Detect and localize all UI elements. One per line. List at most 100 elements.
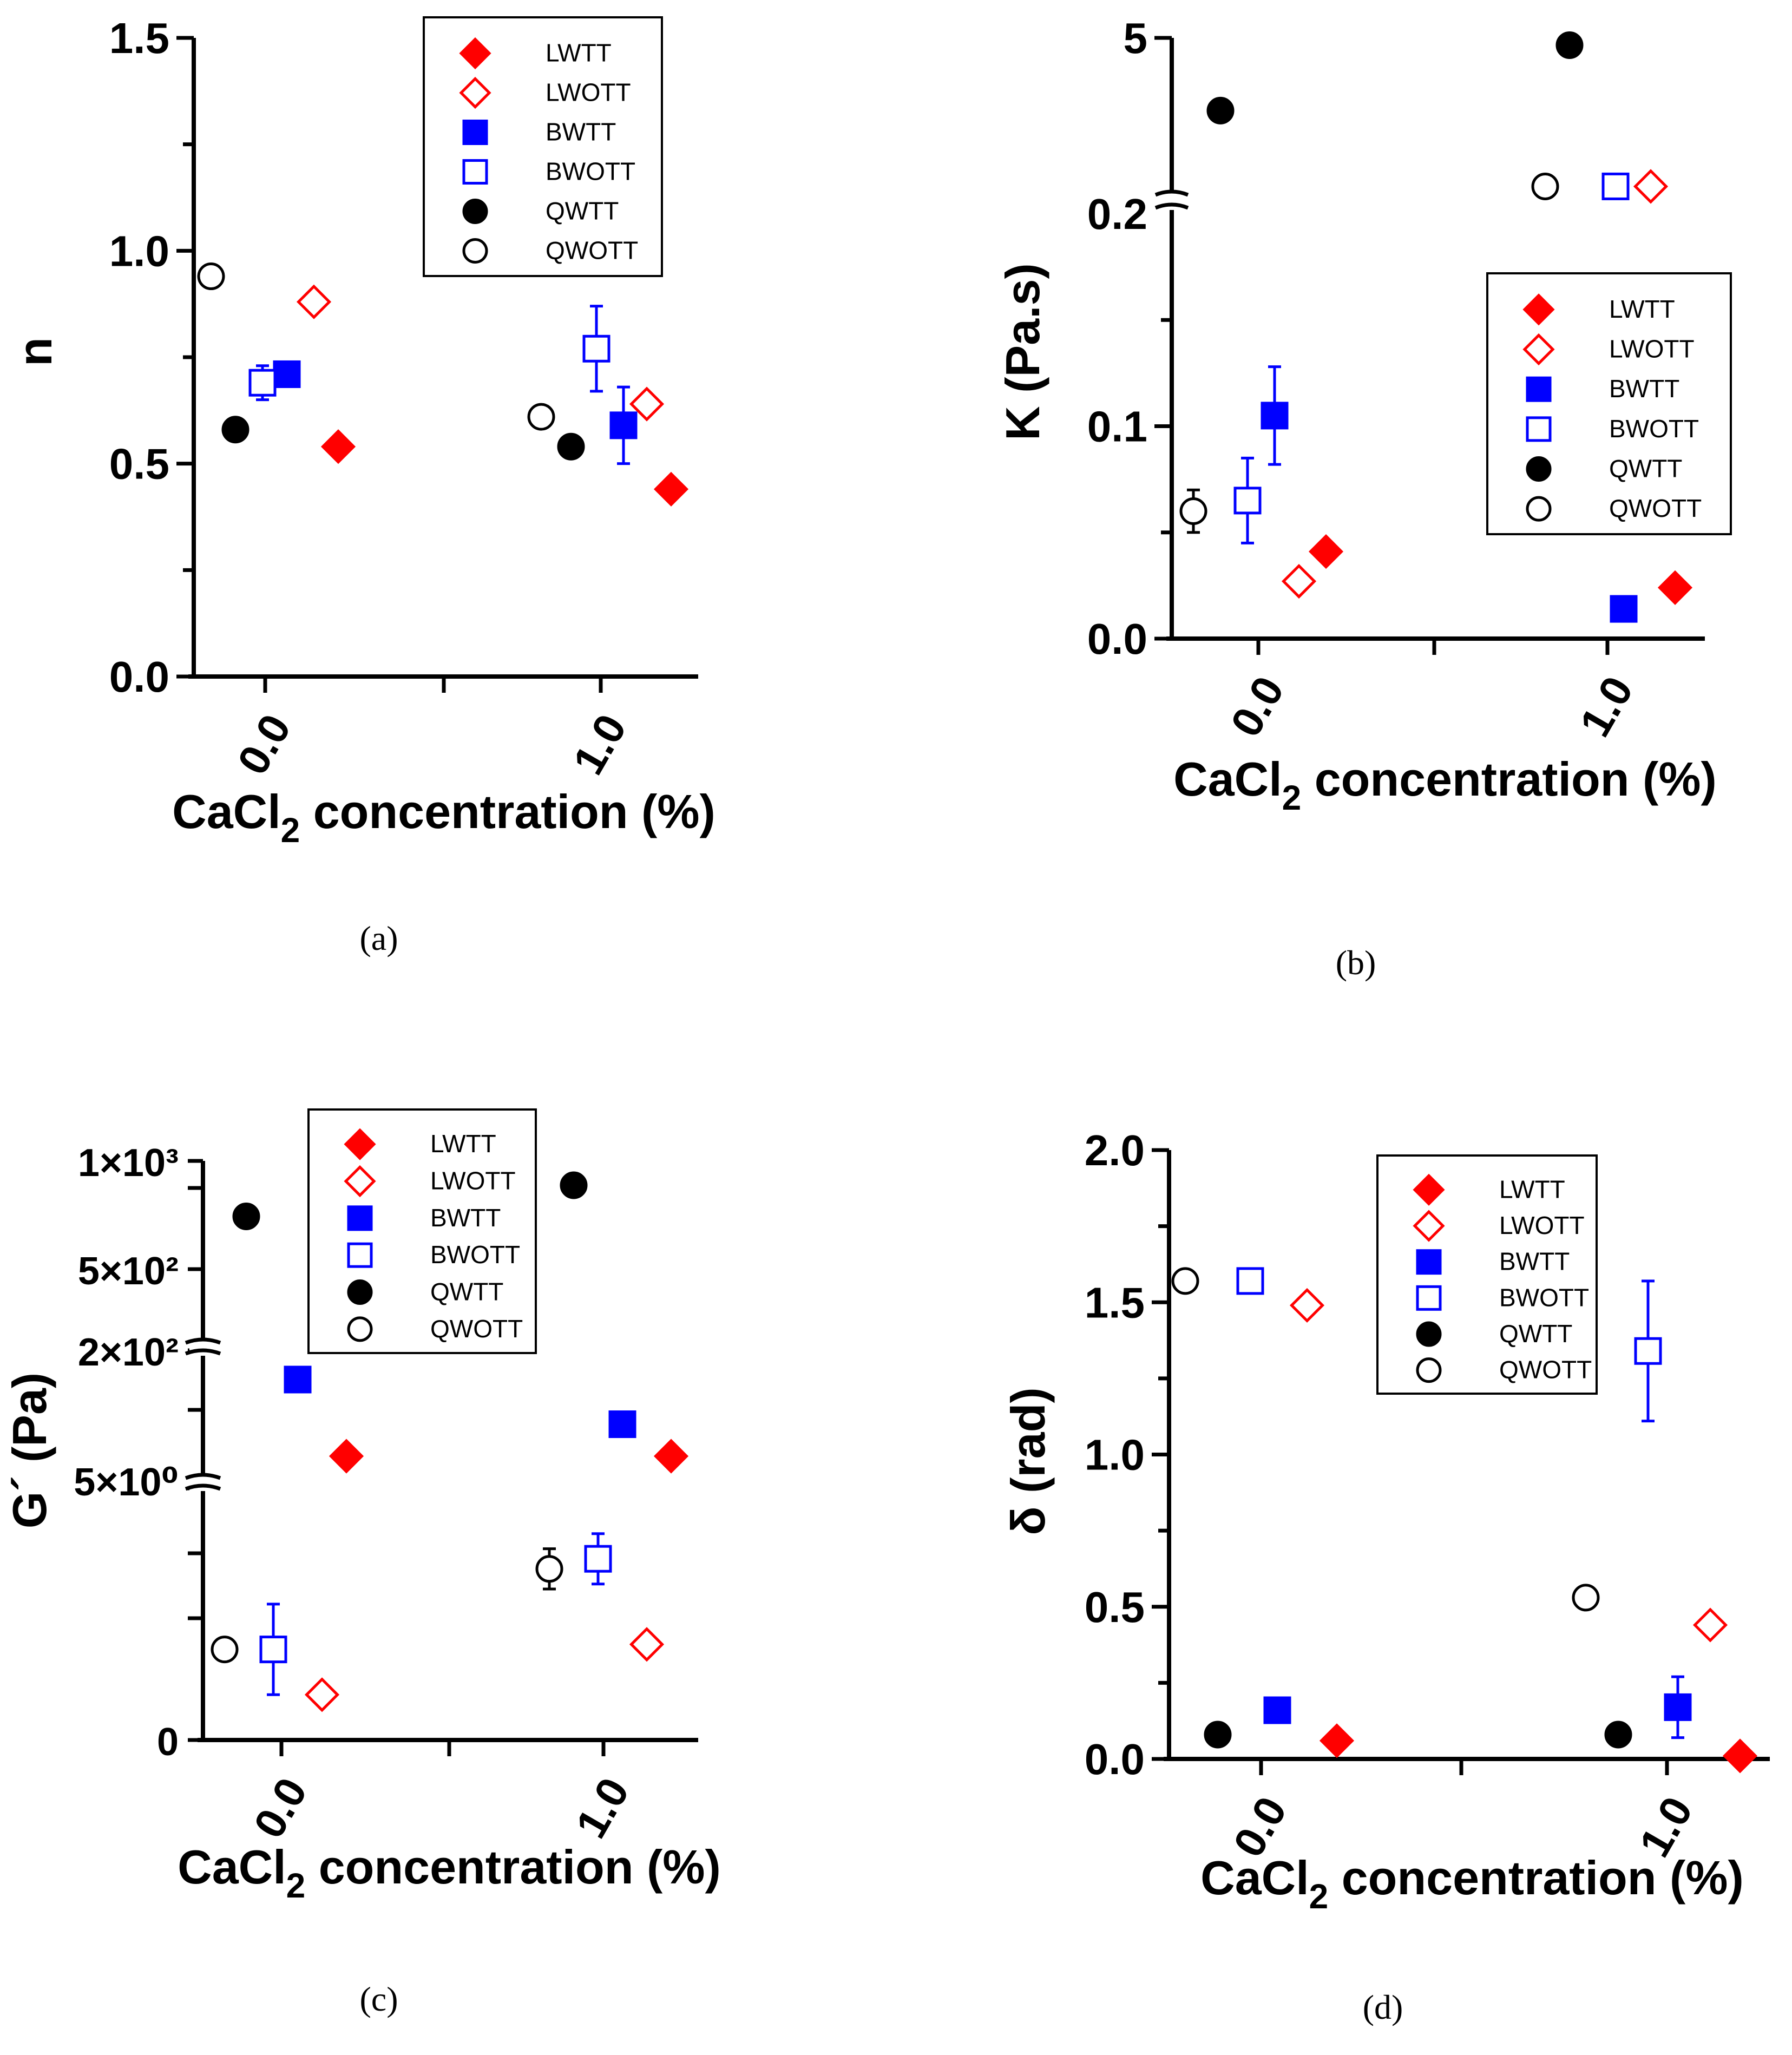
legend-label: QWOTT [1609, 494, 1702, 522]
x-axis-title-main: CaCl [1200, 1851, 1309, 1905]
data-point-qwott [1531, 172, 1559, 200]
axis-break-mark [185, 1337, 221, 1356]
legend-label: QWTT [1609, 455, 1682, 483]
legend-label: BWOTT [430, 1240, 520, 1269]
data-point-lwott [296, 284, 332, 319]
panel-caption: (b) [1336, 943, 1376, 982]
legend-label: LWTT [546, 39, 612, 67]
x-tick-label: 1.0 [564, 706, 636, 783]
chart-panel-b: 0.0 0.1 0.2 5 0.0 1.0 K (Pa.s) CaCl2 concentrat… [996, 14, 1732, 982]
y-tick-label: 5 [1124, 14, 1148, 62]
data-point-bwtt [608, 1410, 636, 1439]
data-point-bwtt [1261, 402, 1289, 430]
data-point-bwott [1236, 1267, 1264, 1295]
y-tick-label: 1.5 [1085, 1278, 1145, 1327]
data-point-bwtt [273, 360, 301, 388]
data-point-qwott [197, 262, 225, 291]
x-axis-title-main: CaCl [172, 785, 281, 838]
legend-box [1486, 272, 1732, 535]
legend-label: BWOTT [1499, 1283, 1589, 1311]
data-point-bwott [584, 1545, 612, 1573]
data-point-qwtt [560, 1171, 588, 1199]
x-axis-title: CaCl2 concentration (%) [1173, 752, 1717, 817]
legend-marker [347, 1279, 373, 1305]
legend-box [307, 1108, 537, 1354]
legend-marker [1413, 1173, 1445, 1206]
x-tick-label: 1.0 [567, 1770, 639, 1846]
legend-label: LWOTT [1499, 1211, 1585, 1239]
legend-label: QWOTT [546, 237, 638, 265]
x-tick-label: 1.0 [1571, 668, 1643, 745]
legend-label: LWOTT [1609, 335, 1695, 363]
data-point-qwtt [221, 416, 250, 444]
x-axis-title-main: CaCl [178, 1840, 286, 1894]
y-tick-label: 0.0 [109, 653, 169, 701]
legend-marker [1416, 1249, 1442, 1275]
legend-label: QWTT [430, 1278, 503, 1306]
data-point-qwott [527, 403, 555, 431]
legend-marker [462, 238, 488, 264]
x-axis-title-main: CaCl [1173, 752, 1282, 806]
chart-panel-c: 0 5×10⁰ 2×10² 5×10² 1×10³ 0.0 1.0 G´ (Pa) CaCl2 … [3, 1108, 721, 2018]
y-axis-title: K (Pa.s) [996, 263, 1049, 441]
data-point-bwott [259, 1636, 287, 1664]
data-point-bwott [1601, 172, 1630, 200]
legend-marker [1526, 416, 1552, 442]
legend-marker [1416, 1285, 1442, 1311]
legend-marker [462, 120, 488, 145]
legend-label: QWTT [546, 197, 619, 225]
y-tick-label: 0.1 [1087, 403, 1147, 451]
y-axis-title: G´ (Pa) [3, 1373, 56, 1528]
legend-marker [1526, 456, 1552, 482]
data-point-qwtt [1604, 1721, 1632, 1749]
legend-marker [1413, 1210, 1445, 1242]
x-axis-title-subscript: 2 [1282, 778, 1302, 817]
legend-label: LWOTT [546, 78, 631, 107]
y-axis-title: n [8, 337, 62, 366]
x-tick-label: 0.0 [1222, 668, 1294, 745]
y-tick-label: 1.0 [109, 227, 169, 275]
data-point-lwott [1633, 169, 1669, 204]
x-tick-label: 0.0 [245, 1770, 317, 1846]
legend-label: QWTT [1499, 1319, 1572, 1348]
data-point-lwott [629, 386, 665, 422]
data-point-qwott [535, 1555, 563, 1583]
data-point-qwott [1572, 1584, 1600, 1612]
y-tick-label: 1×10³ [78, 1141, 179, 1185]
x-axis-title: CaCl2 concentration (%) [172, 785, 716, 850]
data-point-bwott [1634, 1337, 1662, 1365]
data-point-bwtt [609, 411, 638, 439]
legend-label: BWTT [546, 118, 616, 146]
legend-label: BWTT [1499, 1248, 1570, 1276]
legend-label: LWTT [1499, 1175, 1565, 1203]
legend-marker [344, 1165, 376, 1198]
y-tick-label: 0 [157, 1721, 179, 1764]
data-point-lwtt [653, 1439, 689, 1474]
axis-break-mark [1154, 189, 1189, 210]
legend-label: LWTT [430, 1130, 496, 1158]
chart-panel-d: 0.00.51.01.52.00.0 1.0δ (rad)CaCl2 concen… [1001, 1126, 1770, 2026]
y-tick-label: 0.5 [109, 440, 169, 488]
legend-marker [1526, 496, 1552, 522]
data-point-qwtt [1206, 96, 1235, 124]
legend-marker [1416, 1321, 1442, 1347]
panel-caption: (d) [1363, 1988, 1403, 2026]
y-tick-label: 0.0 [1085, 1735, 1145, 1783]
y-tick-label: 2×10² [78, 1331, 179, 1374]
data-point-qwtt [1555, 31, 1584, 59]
data-point-lwtt [653, 471, 689, 507]
x-axis-title-subscript: 2 [281, 811, 300, 850]
legend-marker [459, 76, 491, 109]
data-point-lwott [1692, 1607, 1728, 1643]
legend-label: BWOTT [546, 157, 635, 186]
data-point-qwtt [557, 432, 585, 461]
legend-label: BWTT [1609, 375, 1679, 403]
data-point-lwtt [1319, 1723, 1355, 1758]
data-point-qwott [1171, 1267, 1199, 1295]
panel-caption: (a) [359, 919, 398, 957]
data-point-lwtt [1722, 1738, 1758, 1774]
legend-marker [347, 1205, 373, 1231]
x-axis-title-rest: concentration (%) [1328, 1851, 1744, 1905]
data-point-bwott [248, 369, 277, 397]
